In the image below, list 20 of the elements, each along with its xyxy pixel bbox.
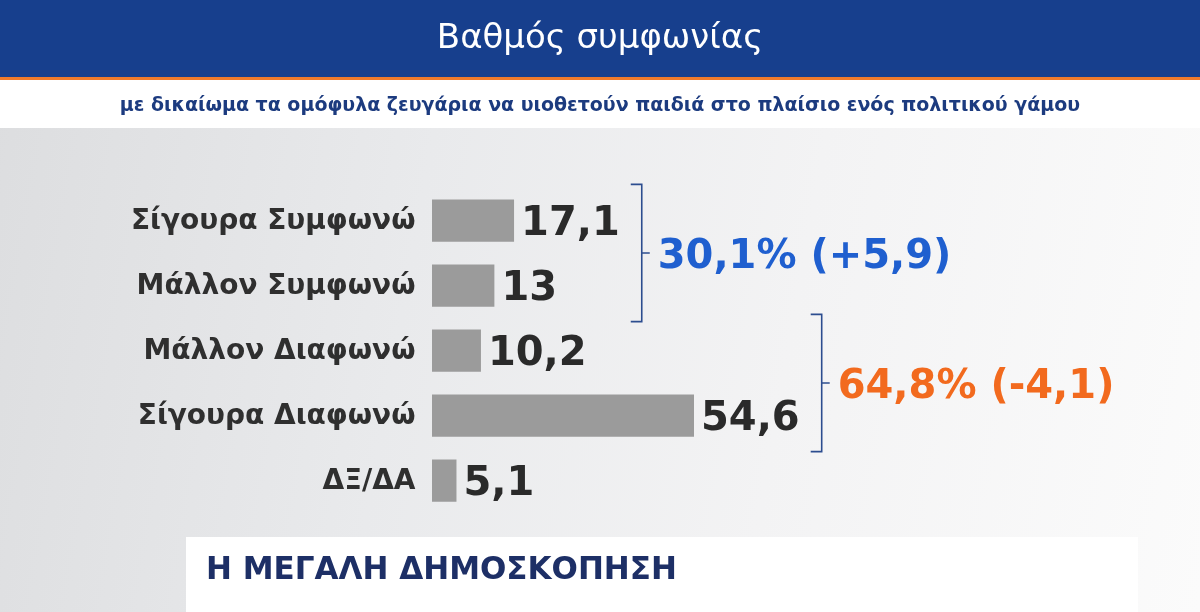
bar (432, 199, 515, 242)
y-tick-label: Σίγουρα Διαφωνώ (137, 397, 416, 431)
bar (432, 329, 481, 372)
data-label: 10,2 (487, 327, 587, 374)
chart-title: Βαθμός συμφωνίας (435, 15, 765, 58)
y-tick-label: Σίγουρα Συμφωνώ (130, 202, 416, 236)
text: Η ΜΕΓΑΛΗ ΔΗΜΟΣΚΟΠΗΣΗ (206, 549, 677, 587)
text: 64,8% (-4,1) (837, 361, 1115, 407)
data-label: 13 (501, 262, 558, 309)
data-label: 54,6 (701, 392, 800, 439)
y-tick-label: Μάλλον Διαφωνώ (143, 332, 416, 366)
annotation: 30,1% (+5,9) (657, 231, 952, 277)
chart-subtitle: με δικαίωμα τα ομόφυλα ζευγάρια να υιοθετούν παιδιά στο πλαίσιο ενός πολιτικού γάμου (118, 92, 1082, 117)
y-tick-label: Μάλλον Συμφωνώ (136, 267, 416, 301)
bar (432, 394, 694, 437)
data-label: 17,1 (521, 197, 620, 244)
bar (432, 264, 495, 307)
y-tick-label: ΔΞ/ΔΑ (322, 462, 416, 496)
bar (432, 459, 457, 502)
data-label: 5,1 (463, 457, 535, 504)
